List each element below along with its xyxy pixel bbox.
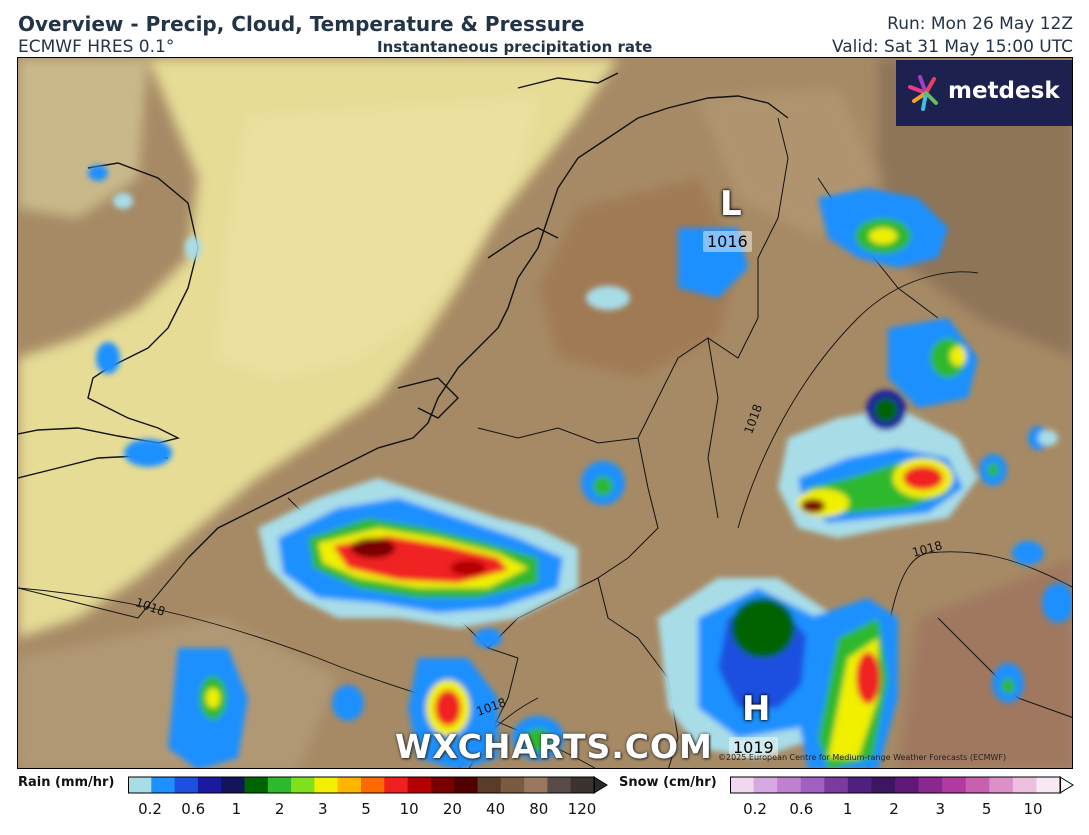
colorbar-segment	[871, 777, 896, 793]
legend-tick-label: 5	[981, 800, 992, 818]
colorbar-segment	[547, 777, 572, 793]
colorbar-segment	[430, 777, 455, 793]
legend-tick-label: 20	[442, 800, 462, 818]
colorbar-segment	[847, 777, 872, 793]
colorbar-segment	[824, 777, 849, 793]
metdesk-logo: metdesk	[896, 60, 1072, 126]
colorbar-segment	[128, 777, 152, 793]
metdesk-logo-mark	[908, 75, 938, 111]
legend-tick-label: 40	[486, 800, 506, 818]
legend-tick-label: 0.2	[743, 800, 767, 818]
model-label: ECMWF HRES 0.1°	[18, 37, 175, 57]
legend-tick-label: 1	[231, 800, 242, 818]
colorbar-segment	[454, 777, 478, 793]
high-pressure-marker: H	[742, 689, 771, 729]
high-pressure-value: 1019	[729, 737, 778, 758]
colorbar-segment	[777, 777, 802, 793]
colorbar-arrow	[593, 776, 608, 794]
legend-tick-label: 0.6	[789, 800, 814, 818]
snow-colorbar	[730, 776, 1074, 794]
wxcharts-watermark: WXCHARTS.COM	[395, 727, 713, 766]
colorbar-segment	[753, 777, 778, 793]
colorbar-segment	[221, 777, 245, 793]
map-canvas	[18, 58, 1072, 768]
legend-tick-label: 0.6	[181, 800, 206, 818]
colorbar-segment	[337, 777, 362, 793]
colorbar-segment	[291, 777, 315, 793]
colorbar-segment	[1012, 777, 1037, 793]
colorbar-segment	[570, 777, 595, 793]
colorbar-outline	[128, 776, 595, 794]
ecmwf-credit: ©2025 European Centre for Medium-range W…	[718, 753, 1007, 762]
colorbar-segment	[151, 777, 176, 793]
metdesk-logo-text: metdesk	[948, 78, 1060, 104]
snow-legend-title: Snow (cm/hr)	[619, 775, 717, 790]
chart-subtitle: Instantaneous precipitation rate	[377, 38, 653, 56]
low-pressure-marker: L	[720, 184, 742, 224]
colorbar-segment	[800, 777, 825, 793]
colorbar-segment	[524, 777, 548, 793]
legend-tick-label: 2	[274, 800, 285, 818]
legend-tick-label: 10	[1023, 800, 1043, 818]
colorbar-segment	[267, 777, 292, 793]
colorbar-segment	[174, 777, 199, 793]
legend-tick-label: 3	[318, 800, 328, 818]
colorbar-arrow	[1059, 776, 1074, 794]
run-time: Run: Mon 26 May 12Z	[887, 14, 1073, 34]
rain-colorbar	[128, 776, 608, 794]
colorbar-segment	[895, 777, 920, 793]
rain-legend-title: Rain (mm/hr)	[18, 775, 115, 790]
colorbar-segment	[244, 777, 269, 793]
colorbar-segment	[965, 777, 990, 793]
colorbar-segment	[197, 777, 222, 793]
low-pressure-value: 1016	[703, 231, 752, 252]
legend-tick-label: 1	[842, 800, 853, 818]
colorbar-segment	[942, 777, 967, 793]
legend-tick-label: 80	[529, 800, 549, 818]
colorbar-segment	[500, 777, 525, 793]
colorbar-segment	[918, 777, 943, 793]
colorbar-segment	[477, 777, 502, 793]
legend-tick-label: 3	[935, 800, 946, 818]
colorbar-outline	[730, 776, 1061, 794]
coastlines	[18, 72, 789, 559]
legend-tick-label: 120	[567, 800, 597, 818]
colorbar-segment	[989, 777, 1014, 793]
colorbar-segment	[407, 777, 432, 793]
valid-time: Valid: Sat 31 May 15:00 UTC	[831, 37, 1073, 57]
precipitation	[88, 165, 1072, 768]
legend-tick-label: 5	[361, 800, 371, 818]
colorbar-segment	[361, 777, 385, 793]
legend-tick-label: 10	[399, 800, 419, 818]
colorbar-segment	[1036, 777, 1061, 793]
weather-map	[17, 57, 1073, 769]
colorbar-segment	[384, 777, 409, 793]
colorbar-segment	[730, 777, 755, 793]
legend-tick-label: 0.2	[138, 800, 162, 818]
chart-title: Overview - Precip, Cloud, Temperature & …	[18, 12, 585, 36]
colorbar-segment	[314, 777, 339, 793]
legend-tick-label: 2	[889, 800, 899, 818]
